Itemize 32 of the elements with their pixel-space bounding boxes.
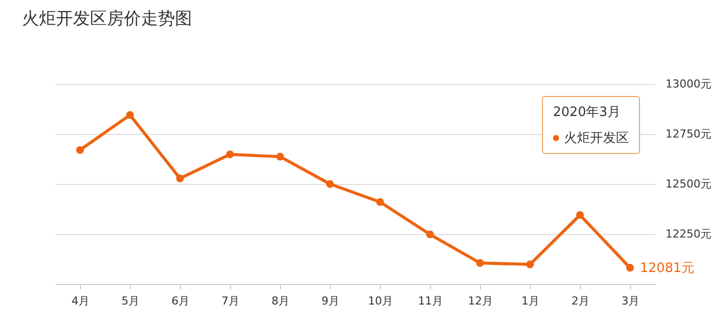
data-label: 12081元 bbox=[640, 260, 694, 276]
x-tick-label: 3月 bbox=[622, 294, 640, 308]
x-tick-label: 10月 bbox=[368, 294, 393, 308]
point bbox=[526, 260, 534, 268]
point bbox=[226, 150, 234, 158]
point bbox=[426, 230, 434, 238]
point bbox=[576, 211, 584, 219]
x-tick-label: 7月 bbox=[222, 294, 240, 308]
legend-label: 火炬开发区 bbox=[564, 131, 629, 146]
point bbox=[276, 152, 284, 160]
point bbox=[176, 174, 184, 182]
y-tick-label: 12250元 bbox=[666, 228, 712, 240]
y-tick-label: 12750元 bbox=[666, 128, 712, 140]
point bbox=[326, 180, 334, 188]
annotation: 2020年3月 bbox=[553, 104, 622, 121]
point bbox=[376, 198, 384, 206]
x-tick-label: 4月 bbox=[72, 294, 90, 308]
y-tick-label: 13000元 bbox=[666, 78, 712, 90]
point bbox=[476, 259, 484, 267]
point bbox=[126, 111, 134, 119]
x-tick-label: 12月 bbox=[468, 294, 493, 308]
chart-title: 火炬开发区房价走势图 bbox=[22, 9, 192, 29]
x-tick-label: 5月 bbox=[122, 294, 140, 308]
y-tick-label: 12500元 bbox=[666, 178, 712, 190]
point bbox=[626, 264, 634, 272]
x-tick-label: 9月 bbox=[322, 294, 340, 308]
x-tick-label: 6月 bbox=[172, 294, 190, 308]
point bbox=[76, 146, 84, 154]
x-tick-label: 11月 bbox=[418, 294, 443, 308]
x-tick-label: 8月 bbox=[272, 294, 290, 308]
x-tick-label: 1月 bbox=[522, 294, 540, 308]
x-tick-label: 2月 bbox=[572, 294, 590, 308]
